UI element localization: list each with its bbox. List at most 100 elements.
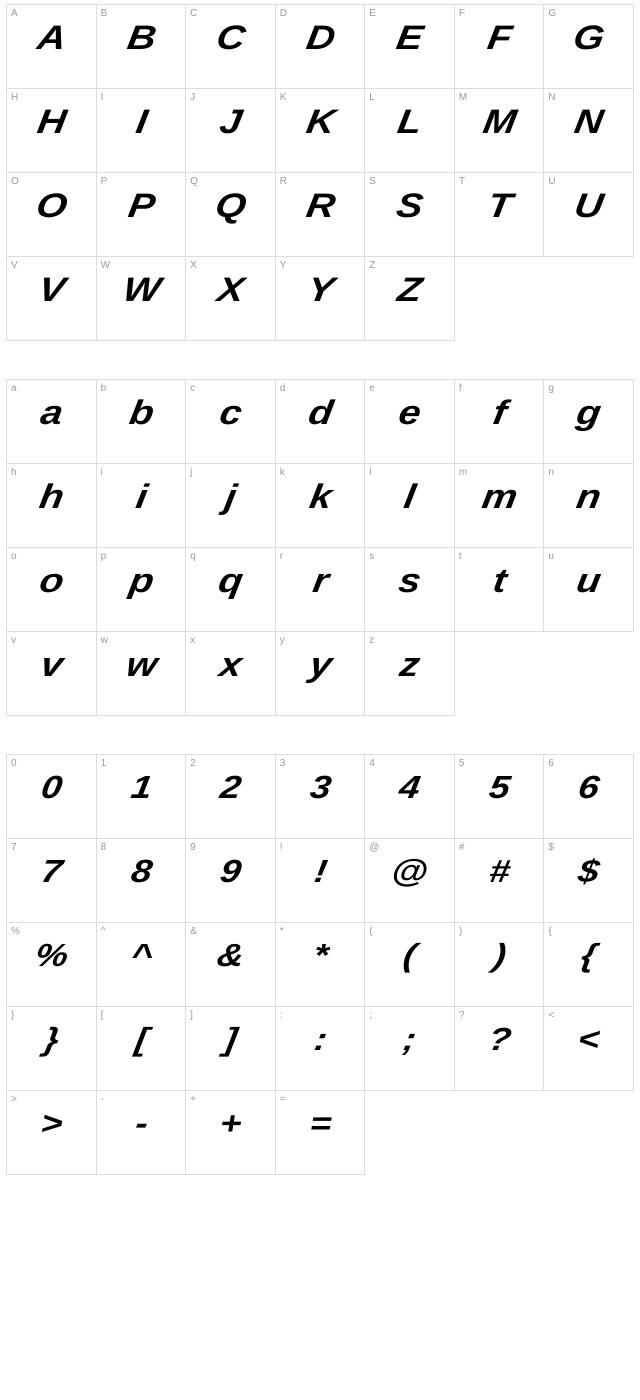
charmap-cell[interactable]: uu (544, 548, 634, 632)
charmap-key-label: 7 (11, 842, 17, 853)
charmap-cell[interactable]: ;; (365, 1007, 455, 1091)
charmap-cell[interactable]: JJ (186, 89, 276, 173)
charmap-cell[interactable]: ZZ (365, 257, 455, 341)
charmap-key-label: G (548, 8, 556, 19)
charmap-cell[interactable]: LL (365, 89, 455, 173)
charmap-cell[interactable]: aa (7, 380, 97, 464)
charmap-cell[interactable]: hh (7, 464, 97, 548)
charmap-cell[interactable]: jj (186, 464, 276, 548)
charmap-cell[interactable]: ee (365, 380, 455, 464)
charmap-cell[interactable]: 99 (186, 839, 276, 923)
charmap-cell[interactable]: QQ (186, 173, 276, 257)
charmap-cell[interactable]: HH (7, 89, 97, 173)
charmap-key-label: g (548, 383, 554, 394)
charmap-cell[interactable]: MM (455, 89, 545, 173)
charmap-cell[interactable]: SS (365, 173, 455, 257)
charmap-cell[interactable]: II (97, 89, 187, 173)
charmap-key-label: [ (101, 1010, 104, 1021)
charmap-cell[interactable]: UU (544, 173, 634, 257)
charmap-cell[interactable]: && (186, 923, 276, 1007)
charmap-cell[interactable]: -- (97, 1091, 187, 1175)
charmap-cell[interactable]: ** (276, 923, 366, 1007)
charmap-cell[interactable]: yy (276, 632, 366, 716)
charmap-cell[interactable]: ff (455, 380, 545, 464)
charmap-cell[interactable]: bb (97, 380, 187, 464)
charmap-cell[interactable]: 88 (97, 839, 187, 923)
charmap-cell[interactable]: YY (276, 257, 366, 341)
charmap-cell[interactable]: ^^ (97, 923, 187, 1007)
charmap-cell[interactable]: $$ (544, 839, 634, 923)
charmap-cell[interactable]: == (276, 1091, 366, 1175)
charmap-cell[interactable]: 33 (276, 755, 366, 839)
charmap-cell[interactable]: cc (186, 380, 276, 464)
charmap-glyph: o (7, 564, 97, 598)
charmap-cell[interactable]: xx (186, 632, 276, 716)
charmap-cell[interactable]: XX (186, 257, 276, 341)
charmap-cell[interactable]: gg (544, 380, 634, 464)
charmap-cell[interactable]: %% (7, 923, 97, 1007)
charmap-cell[interactable]: AA (7, 5, 97, 89)
charmap-cell[interactable]: (( (365, 923, 455, 1007)
charmap-key-label: 9 (190, 842, 196, 853)
charmap-cell[interactable]: ii (97, 464, 187, 548)
charmap-cell[interactable]: tt (455, 548, 545, 632)
charmap-cell[interactable]: ++ (186, 1091, 276, 1175)
charmap-cell[interactable]: rr (276, 548, 366, 632)
charmap-cell[interactable]: ## (455, 839, 545, 923)
charmap-cell[interactable]: CC (186, 5, 276, 89)
charmap-cell[interactable]: NN (544, 89, 634, 173)
charmap-cell[interactable]: TT (455, 173, 545, 257)
charmap-key-label: - (101, 1094, 104, 1105)
charmap-cell[interactable]: 44 (365, 755, 455, 839)
charmap-cell[interactable]: kk (276, 464, 366, 548)
charmap-cell[interactable]: }} (7, 1007, 97, 1091)
charmap-cell[interactable]: RR (276, 173, 366, 257)
charmap-cell[interactable]: pp (97, 548, 187, 632)
charmap-cell[interactable]: 55 (455, 755, 545, 839)
charmap-key-label: h (11, 467, 17, 478)
charmap-cell[interactable]: 66 (544, 755, 634, 839)
charmap-key-label: Y (280, 260, 287, 271)
charmap-cell[interactable]: << (544, 1007, 634, 1091)
charmap-glyph: P (97, 189, 187, 223)
charmap-cell[interactable]: dd (276, 380, 366, 464)
charmap-cell[interactable]: DD (276, 5, 366, 89)
charmap-cell[interactable]: 00 (7, 755, 97, 839)
charmap-cell[interactable]: ww (97, 632, 187, 716)
charmap-cell[interactable]: [[ (97, 1007, 187, 1091)
charmap-cell[interactable]: oo (7, 548, 97, 632)
charmap-key-label: q (190, 551, 196, 562)
charmap-cell[interactable]: ll (365, 464, 455, 548)
charmap-cell[interactable]: ?? (455, 1007, 545, 1091)
charmap-cell[interactable]: 77 (7, 839, 97, 923)
charmap-cell[interactable]: ]] (186, 1007, 276, 1091)
charmap-cell[interactable]: mm (455, 464, 545, 548)
charmap-glyph: } (7, 1023, 97, 1055)
charmap-cell[interactable]: {{ (544, 923, 634, 1007)
charmap-cell[interactable]: )) (455, 923, 545, 1007)
charmap-cell[interactable]: WW (97, 257, 187, 341)
charmap-cell[interactable]: BB (97, 5, 187, 89)
charmap-glyph: u (544, 564, 634, 598)
charmap-cell[interactable]: EE (365, 5, 455, 89)
charmap-cell[interactable]: zz (365, 632, 455, 716)
charmap-cell[interactable]: FF (455, 5, 545, 89)
charmap-cell[interactable]: !! (276, 839, 366, 923)
charmap-cell[interactable]: :: (276, 1007, 366, 1091)
charmap-cell[interactable]: 11 (97, 755, 187, 839)
charmap-cell[interactable]: PP (97, 173, 187, 257)
charmap-cell[interactable]: nn (544, 464, 634, 548)
charmap-cell[interactable]: @@ (365, 839, 455, 923)
charmap-glyph: > (7, 1107, 97, 1139)
charmap-cell[interactable]: vv (7, 632, 97, 716)
charmap-cell[interactable]: >> (7, 1091, 97, 1175)
charmap-glyph: m (455, 480, 545, 514)
charmap-cell[interactable]: KK (276, 89, 366, 173)
charmap-cell[interactable]: OO (7, 173, 97, 257)
charmap-cell[interactable]: ss (365, 548, 455, 632)
charmap-cell[interactable]: VV (7, 257, 97, 341)
charmap-cell[interactable]: GG (544, 5, 634, 89)
charmap-glyph: D (276, 21, 366, 55)
charmap-cell[interactable]: 22 (186, 755, 276, 839)
charmap-cell[interactable]: qq (186, 548, 276, 632)
